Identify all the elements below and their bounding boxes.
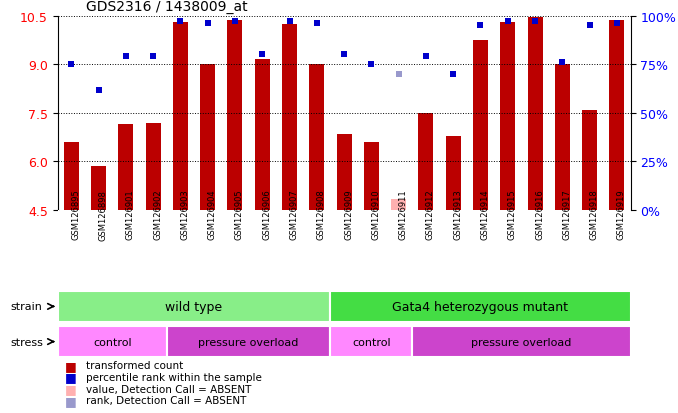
Text: stress: stress: [10, 337, 43, 347]
Text: GSM126908: GSM126908: [317, 189, 326, 240]
Bar: [227, 21, 243, 211]
Text: GSM126917: GSM126917: [562, 189, 572, 240]
Text: ■: ■: [64, 370, 76, 384]
Text: GSM126898: GSM126898: [98, 189, 108, 240]
Text: GSM126919: GSM126919: [617, 189, 626, 240]
Text: GSM126905: GSM126905: [235, 189, 244, 240]
Text: control: control: [93, 337, 132, 347]
Text: GSM126901: GSM126901: [126, 189, 135, 240]
Bar: [555, 65, 570, 211]
Bar: [167, 326, 330, 358]
Text: value, Detection Call = ABSENT: value, Detection Call = ABSENT: [86, 384, 252, 394]
Bar: [119, 125, 134, 211]
Bar: [412, 326, 631, 358]
Bar: [64, 143, 79, 211]
Text: GSM126907: GSM126907: [290, 189, 298, 240]
Text: wild type: wild type: [165, 300, 222, 313]
Bar: [582, 110, 597, 211]
Text: GSM126895: GSM126895: [71, 189, 80, 240]
Text: GSM126916: GSM126916: [535, 189, 544, 240]
Text: GSM126906: GSM126906: [262, 189, 271, 240]
Text: GSM126918: GSM126918: [590, 189, 599, 240]
Bar: [418, 114, 433, 211]
Text: GSM126904: GSM126904: [207, 189, 217, 240]
Bar: [58, 291, 330, 323]
Text: GSM126910: GSM126910: [372, 189, 380, 240]
Bar: [336, 135, 352, 211]
Text: rank, Detection Call = ABSENT: rank, Detection Call = ABSENT: [86, 395, 247, 405]
Text: GSM126903: GSM126903: [180, 189, 189, 240]
Text: GSM126914: GSM126914: [481, 189, 490, 240]
Bar: [527, 18, 542, 211]
Text: Gata4 heterozygous mutant: Gata4 heterozygous mutant: [393, 300, 568, 313]
Bar: [309, 65, 324, 211]
Bar: [445, 136, 461, 211]
Text: GSM126913: GSM126913: [453, 189, 462, 240]
Text: pressure overload: pressure overload: [471, 337, 572, 347]
Text: ■: ■: [64, 359, 76, 372]
Text: ■: ■: [64, 382, 76, 395]
Bar: [200, 65, 215, 211]
Text: GSM126912: GSM126912: [426, 189, 435, 240]
Bar: [173, 23, 188, 211]
Text: GSM126902: GSM126902: [153, 189, 162, 240]
Bar: [330, 291, 631, 323]
Bar: [473, 41, 488, 211]
Bar: [91, 167, 106, 211]
Bar: [610, 21, 624, 211]
Text: pressure overload: pressure overload: [199, 337, 299, 347]
Text: percentile rank within the sample: percentile rank within the sample: [86, 372, 262, 382]
Text: transformed count: transformed count: [86, 361, 183, 370]
Text: GSM126909: GSM126909: [344, 189, 353, 240]
Bar: [255, 60, 270, 211]
Bar: [330, 326, 412, 358]
Text: control: control: [352, 337, 391, 347]
Bar: [500, 23, 515, 211]
Text: GSM126915: GSM126915: [508, 189, 517, 240]
Text: GSM126911: GSM126911: [399, 189, 407, 240]
Text: ■: ■: [64, 394, 76, 407]
Bar: [146, 123, 161, 211]
Bar: [364, 143, 379, 211]
Text: strain: strain: [10, 301, 42, 312]
Bar: [58, 326, 167, 358]
Text: GDS2316 / 1438009_at: GDS2316 / 1438009_at: [86, 0, 248, 14]
Bar: [282, 25, 297, 211]
Bar: [391, 199, 406, 211]
